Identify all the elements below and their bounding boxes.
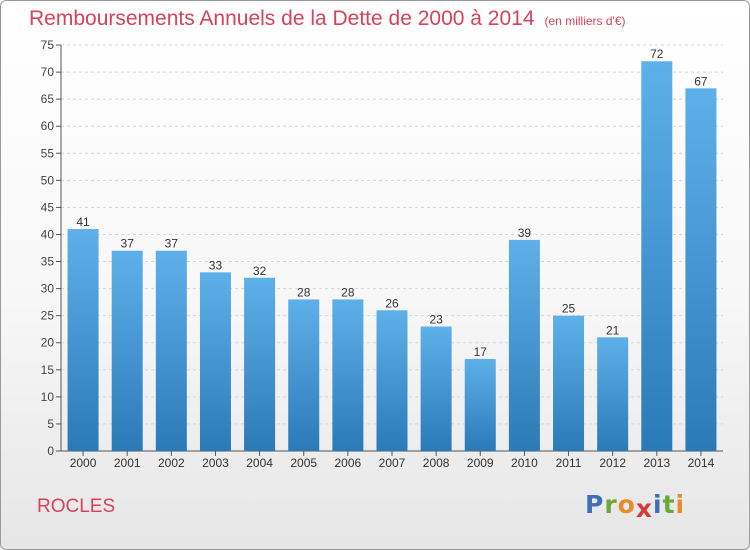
data-label: 32 <box>253 264 267 278</box>
proxiti-logo: Proxiti <box>585 490 686 523</box>
y-tick-label: 15 <box>41 363 55 377</box>
x-tick-label: 2006 <box>335 456 362 470</box>
data-label: 25 <box>562 302 576 316</box>
data-labels: 41 37 37 33 32 28 28 26 23 17 39 25 21 72 67 <box>76 47 708 359</box>
x-tick-label: 2012 <box>599 456 626 470</box>
x-tick-label: 2002 <box>158 456 185 470</box>
logo-letter: P <box>585 490 605 519</box>
data-label: 21 <box>606 323 620 337</box>
x-axis-ticks: 2000 2001 2002 2003 2004 2005 2006 2007 2008 2009… <box>70 451 715 470</box>
data-label: 72 <box>650 47 664 61</box>
logo-letter: t <box>662 490 676 519</box>
data-label: 41 <box>76 215 90 229</box>
bar <box>685 88 717 451</box>
x-tick-label: 2013 <box>643 456 670 470</box>
bar <box>553 315 585 451</box>
bar <box>199 272 231 451</box>
y-tick-label: 10 <box>41 390 55 404</box>
bar <box>641 61 673 452</box>
bar <box>597 337 629 451</box>
y-tick-label: 40 <box>41 227 55 241</box>
y-tick-label: 30 <box>41 282 55 296</box>
data-label: 37 <box>165 237 179 251</box>
bar <box>332 299 364 451</box>
x-tick-label: 2005 <box>290 456 317 470</box>
y-tick-label: 5 <box>47 417 54 431</box>
data-label: 28 <box>341 285 355 299</box>
bar <box>155 250 187 451</box>
location-label: ROCLES <box>37 496 116 517</box>
y-tick-label: 45 <box>41 200 55 214</box>
y-tick-label: 55 <box>41 146 55 160</box>
bar <box>508 239 540 451</box>
data-label: 28 <box>297 285 311 299</box>
bar <box>111 250 143 451</box>
y-tick-label: 20 <box>41 336 55 350</box>
y-tick-label: 25 <box>41 309 55 323</box>
data-label: 26 <box>385 296 399 310</box>
bar <box>67 229 99 451</box>
bar <box>420 326 452 451</box>
x-tick-label: 2009 <box>467 456 494 470</box>
chart-subtitle: (en milliers d'€) <box>544 14 626 28</box>
bar <box>288 299 320 451</box>
x-tick-label: 2000 <box>70 456 97 470</box>
x-tick-label: 2007 <box>379 456 406 470</box>
x-tick-label: 2011 <box>556 456 582 470</box>
data-label: 37 <box>121 237 135 251</box>
y-tick-label: 50 <box>41 173 55 187</box>
logo-letter: i <box>675 490 686 519</box>
data-label: 17 <box>474 345 488 359</box>
bar <box>464 358 496 451</box>
bars <box>67 61 717 452</box>
x-tick-label: 2010 <box>511 456 538 470</box>
data-label: 39 <box>518 226 532 240</box>
y-tick-label: 0 <box>47 444 54 458</box>
chart-title-row: Remboursements Annuels de la Dette de 20… <box>29 7 626 31</box>
bar <box>244 277 276 451</box>
y-tick-label: 35 <box>41 255 55 269</box>
x-tick-label: 2014 <box>688 456 715 470</box>
x-tick-label: 2004 <box>246 456 273 470</box>
data-label: 67 <box>694 74 708 88</box>
y-tick-label: 65 <box>41 92 55 106</box>
x-tick-label: 2008 <box>423 456 450 470</box>
data-label: 23 <box>429 312 443 326</box>
chart-title: Remboursements Annuels de la Dette de 20… <box>29 7 535 30</box>
logo-letter: x <box>635 494 653 523</box>
bar <box>376 310 408 451</box>
y-axis-ticks: 0 5 10 15 20 25 30 35 40 45 50 55 60 65 70 75 <box>41 38 61 458</box>
y-tick-label: 60 <box>41 119 55 133</box>
logo-letter: o <box>617 490 636 519</box>
y-tick-label: 75 <box>41 38 55 52</box>
logo-letter: i <box>653 490 663 519</box>
y-tick-label: 70 <box>41 65 55 79</box>
data-label: 33 <box>209 258 223 272</box>
x-tick-label: 2003 <box>202 456 229 470</box>
x-tick-label: 2001 <box>114 456 141 470</box>
logo-letter: r <box>604 490 618 519</box>
